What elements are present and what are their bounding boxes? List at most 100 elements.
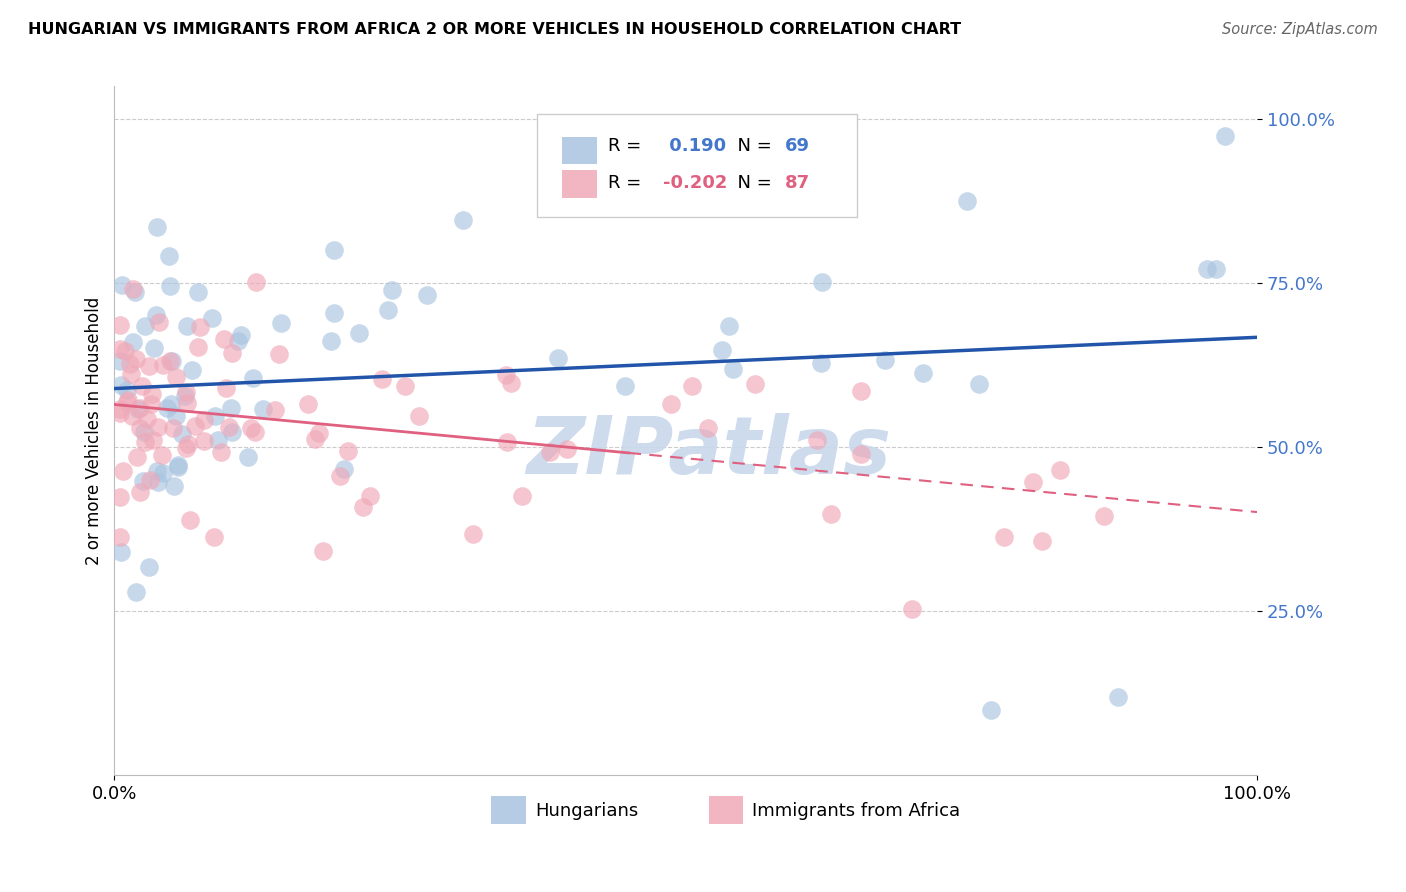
Point [304,432,326,446]
Bar [709,796,742,823]
Point [547,351,569,365]
Text: N =: N = [725,137,778,155]
Text: Immigrants from Africa: Immigrants from Africa [752,802,960,821]
Point [148,315,170,329]
Point [1213,128,1236,143]
Point [166,460,188,475]
Point [711,343,734,357]
Text: Source: ZipAtlas.com: Source: ZipAtlas.com [1222,22,1378,37]
Point [323,306,346,320]
Point [718,318,741,333]
Point [1205,262,1227,277]
Point [204,409,226,424]
Y-axis label: 2 or more Vehicles in Household: 2 or more Vehicles in Household [86,297,103,565]
Point [145,309,167,323]
Point [187,285,209,300]
Point [132,425,155,439]
Text: R =: R = [607,174,647,192]
Point [176,396,198,410]
Point [264,403,287,417]
Point [114,343,136,358]
Point [1094,509,1116,524]
Point [333,462,356,476]
Point [174,384,197,399]
Point [811,275,834,289]
Point [121,335,143,350]
Point [352,500,374,514]
Point [697,421,720,435]
Text: 69: 69 [785,137,810,155]
Point [141,397,163,411]
Point [461,527,484,541]
Point [1195,261,1218,276]
Point [179,513,201,527]
Text: R =: R = [607,137,647,155]
Point [146,220,169,235]
Point [111,277,134,292]
Point [1031,533,1053,548]
Point [496,435,519,450]
Point [160,353,183,368]
Point [187,340,209,354]
Point [134,318,156,333]
Text: N =: N = [725,174,778,192]
Point [337,444,360,458]
Point [188,320,211,334]
Point [219,401,242,416]
Point [117,393,139,408]
Point [380,283,402,297]
Point [172,426,194,441]
Point [377,303,399,318]
Point [121,409,143,423]
Point [207,434,229,448]
Point [201,311,224,326]
Point [659,397,682,411]
Point [416,288,439,302]
Point [150,449,173,463]
Point [163,479,186,493]
Point [394,379,416,393]
Point [238,450,260,465]
Point [215,381,238,395]
Point [108,354,131,368]
Point [359,489,381,503]
Point [115,394,138,409]
Point [159,279,181,293]
Point [510,489,533,503]
Point [221,425,243,439]
Point [252,402,274,417]
Point [202,531,225,545]
Point [242,370,264,384]
Point [177,437,200,451]
Point [193,434,215,448]
Point [143,342,166,356]
Point [849,447,872,461]
Point [319,334,342,349]
Point [980,703,1002,717]
Point [122,282,145,296]
Point [138,560,160,574]
Point [167,458,190,472]
Text: ZIPatlas: ZIPatlas [526,413,891,491]
Point [108,318,131,333]
Point [408,409,430,423]
Point [176,318,198,333]
Point [159,353,181,368]
Point [134,435,156,450]
Point [108,530,131,544]
Point [221,346,243,360]
Point [162,421,184,435]
Point [322,243,344,257]
Point [120,368,142,382]
Point [108,342,131,356]
Point [110,377,132,392]
Point [245,425,267,440]
Point [156,401,179,416]
Point [184,418,207,433]
Bar [562,170,596,198]
Point [209,445,232,459]
Point [181,363,204,377]
Bar [562,136,596,164]
Point [127,402,149,417]
Point [681,379,703,393]
